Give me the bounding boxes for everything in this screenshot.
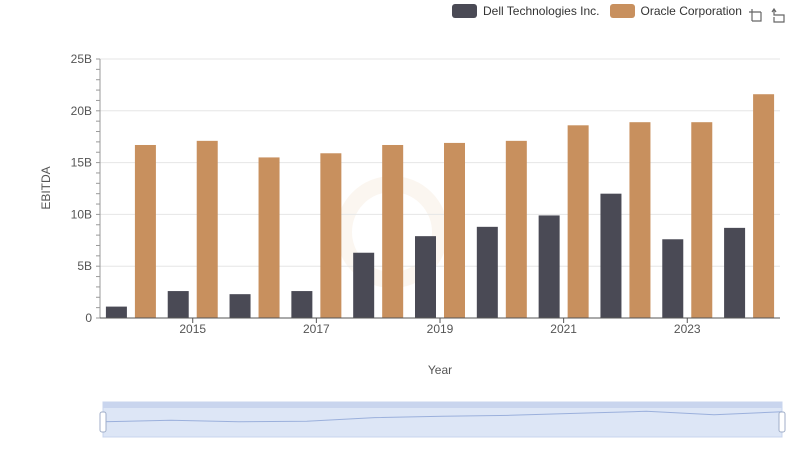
bars	[105, 94, 775, 318]
y-tick-label: 20B	[71, 104, 92, 118]
x-tick-label: 2017	[303, 322, 330, 336]
bar-oracle-2018[interactable]	[382, 144, 404, 318]
x-tick-label: 2021	[550, 322, 577, 336]
legend-item-oracle[interactable]: Oracle Corporation	[609, 4, 742, 18]
zoom-slider-top-bar[interactable]	[103, 402, 782, 408]
y-axis-label: EBITDA	[39, 166, 53, 209]
bar-oracle-2015[interactable]	[196, 140, 218, 318]
bar-oracle-2023[interactable]	[691, 122, 713, 318]
bar-oracle-2019[interactable]	[444, 142, 465, 318]
zoom-slider-handle-left[interactable]	[99, 411, 107, 433]
x-tick-label: 2019	[427, 322, 454, 336]
bar-dell-2017[interactable]	[291, 291, 313, 318]
bar-dell-2015[interactable]	[167, 291, 189, 318]
legend-swatch-oracle	[609, 4, 635, 18]
bar-oracle-2022[interactable]	[629, 122, 651, 318]
chart-toolbar	[746, 6, 788, 24]
bar-dell-2019[interactable]	[415, 236, 436, 318]
zoom-reset-icon[interactable]	[770, 6, 788, 24]
bar-dell-2024[interactable]	[724, 227, 746, 318]
legend-item-dell[interactable]: Dell Technologies Inc.	[452, 4, 600, 18]
bar-dell-2021[interactable]	[538, 215, 560, 318]
x-axis-label: Year	[428, 363, 452, 377]
bar-oracle-2024[interactable]	[753, 94, 775, 318]
bar-oracle-2014[interactable]	[134, 144, 156, 318]
bar-dell-2016[interactable]	[229, 294, 251, 318]
zoom-slider-preview-line	[102, 410, 783, 423]
x-tick-label: 2023	[674, 322, 701, 336]
zoom-slider[interactable]	[99, 401, 786, 438]
bar-dell-2023[interactable]	[662, 239, 684, 318]
zoom-select-icon[interactable]	[746, 6, 764, 24]
bar-dell-2014[interactable]	[105, 306, 127, 318]
y-tick-label: 15B	[71, 156, 92, 170]
axes: 0 5B 10B 15B 20B 25B 2015 2017 2019 2021 2023	[71, 52, 780, 336]
y-tick-label: 10B	[71, 207, 92, 221]
legend-label-dell: Dell Technologies Inc.	[483, 4, 600, 18]
y-tick-label: 25B	[71, 52, 92, 66]
x-tick-label: 2015	[179, 322, 206, 336]
legend-swatch-dell	[452, 4, 477, 18]
bar-dell-2022[interactable]	[600, 193, 622, 318]
bar-oracle-2017[interactable]	[320, 153, 342, 318]
bar-dell-2018[interactable]	[353, 252, 375, 318]
bar-oracle-2020[interactable]	[505, 140, 527, 318]
bar-dell-2020[interactable]	[476, 226, 498, 318]
bar-oracle-2021[interactable]	[567, 125, 589, 318]
bar-oracle-2016[interactable]	[258, 157, 280, 318]
y-tick-label: 0	[85, 311, 92, 325]
legend: Dell Technologies Inc. Oracle Corporatio…	[452, 4, 742, 18]
legend-label-oracle: Oracle Corporation	[640, 4, 742, 18]
zoom-slider-handle-right[interactable]	[778, 411, 786, 433]
y-tick-label: 5B	[77, 259, 92, 273]
